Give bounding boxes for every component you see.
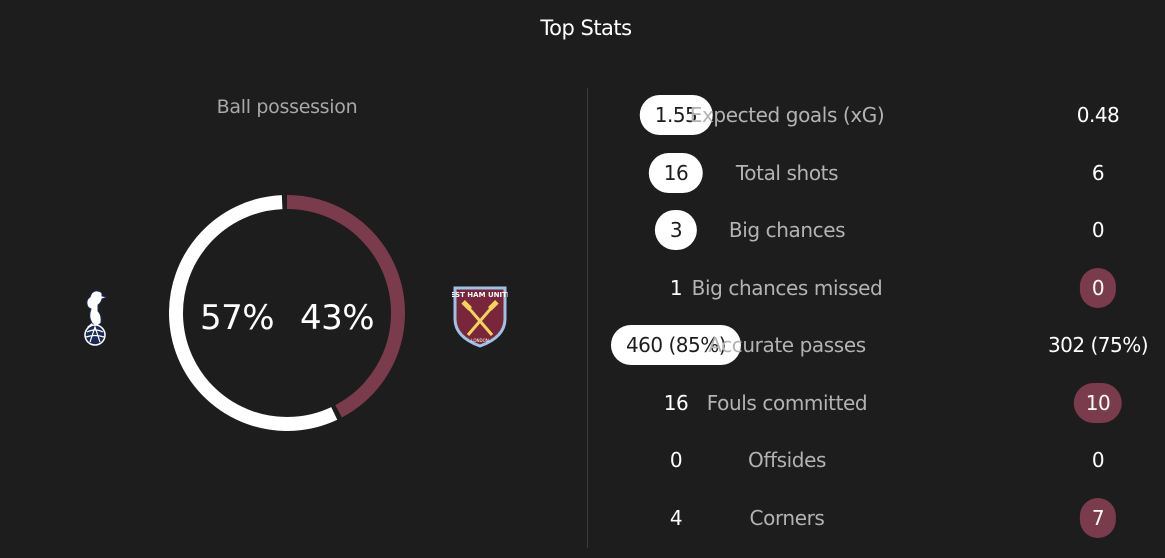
away-stat-value: 0 [1079,268,1117,308]
home-stat-value: 4 [669,506,683,530]
stat-label: Big chances missed [691,276,883,300]
stat-label: Offsides [747,448,827,472]
home-stat-value: 0 [669,448,683,472]
away-stat-value: 6 [1091,161,1105,185]
home-stat-value: 16 [663,391,689,415]
crest-subtext: LONDON [471,338,488,343]
home-stat-value: 1 [669,276,683,300]
stat-label: Corners [749,506,825,530]
stat-label: Accurate passes [708,333,866,357]
away-stat-value: 0.48 [1076,103,1120,127]
tottenham-hotspur-crest-icon [84,290,109,346]
west-ham-united-crest-icon: WEST HAM UNITED LONDON [452,286,508,348]
away-stat-value: 7 [1079,498,1117,538]
stat-row: 460 (85%) Accurate passes 302 (75%) [590,325,1165,365]
stat-row: 1.55 Expected goals (xG) 0.48 [590,95,1165,135]
stat-row: 3 Big chances 0 [590,210,1165,250]
stat-label: Fouls committed [706,391,868,415]
possession-donut-chart [169,195,405,431]
away-stat-value: 10 [1073,383,1123,423]
crest-text: WEST HAM UNITED [452,291,508,299]
section-title: Top Stats [540,16,632,40]
home-stat-value: 3 [654,210,698,250]
stat-row: 16 Total shots 6 [590,153,1165,193]
stat-row: 4 Corners 7 [590,498,1165,538]
column-divider [587,88,588,548]
away-stat-value: 0 [1091,448,1105,472]
stat-row: 0 Offsides 0 [590,440,1165,480]
stat-label: Big chances [728,218,846,242]
away-stat-value: 302 (75%) [1047,333,1149,357]
away-possession-value: 43% [300,298,375,338]
stat-label: Total shots [735,161,839,185]
home-stat-value: 16 [648,153,704,193]
possession-away-arc [169,195,405,431]
stat-label: Expected goals (xG) [689,103,885,127]
away-stat-value: 0 [1091,218,1105,242]
ball-possession-label: Ball possession [216,96,358,118]
stat-row: 16 Fouls committed 10 [590,383,1165,423]
stat-row: 1 Big chances missed 0 [590,268,1165,308]
home-stat-value: 460 (85%) [610,325,742,365]
home-stat-value: 1.55 [639,95,713,135]
home-possession-value: 57% [200,298,275,338]
